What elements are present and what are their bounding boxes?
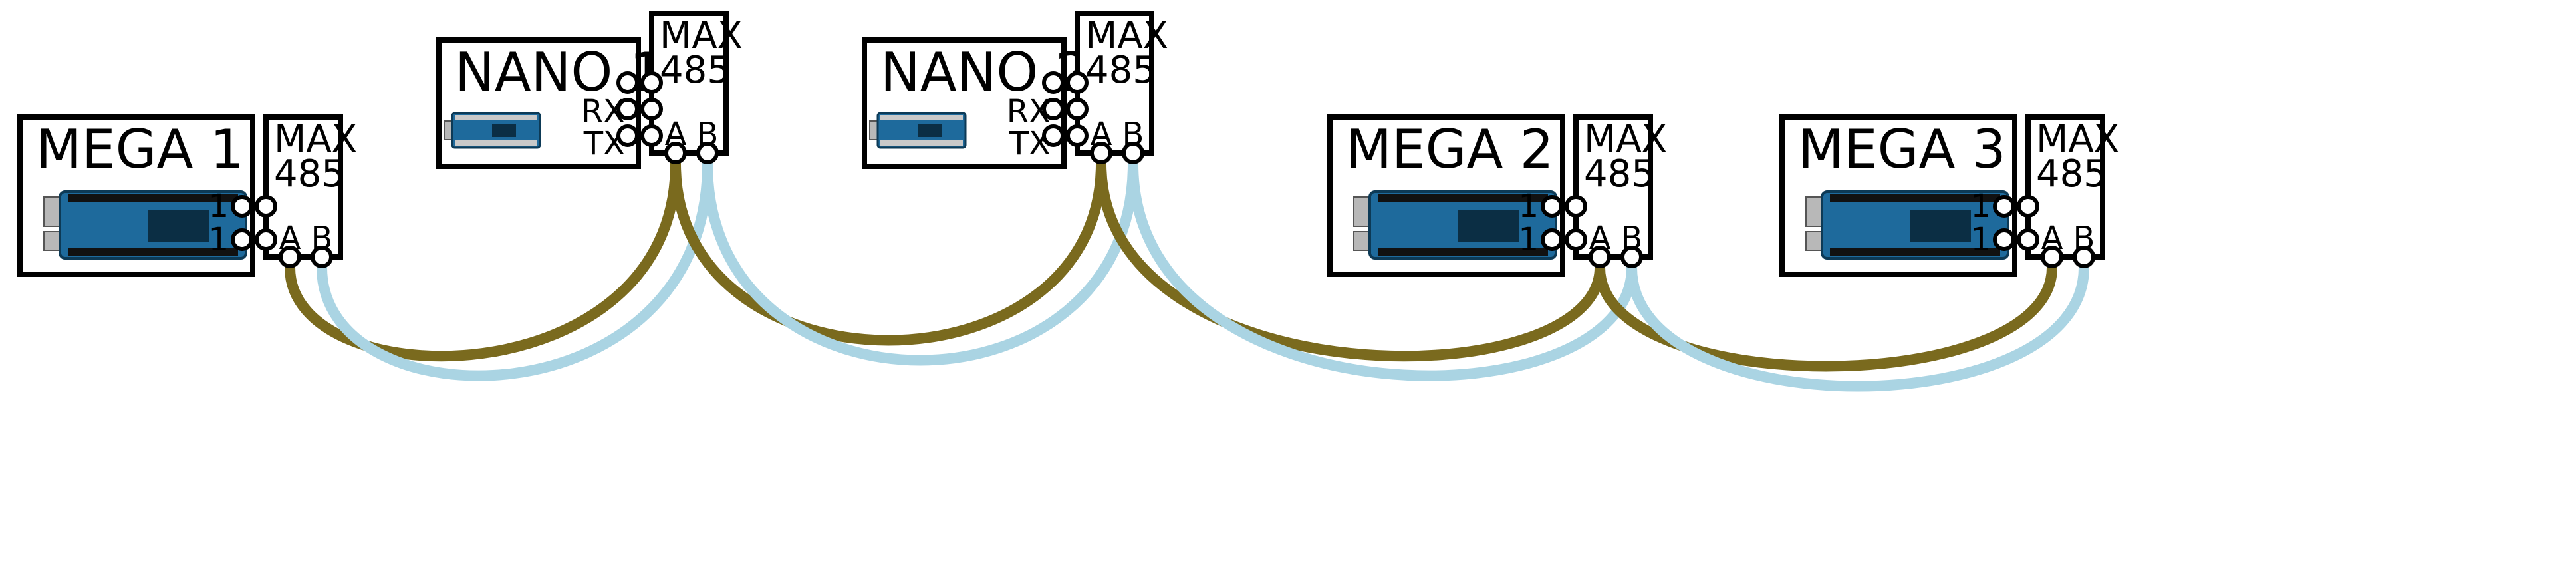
nano2-arduino-port	[1044, 73, 1063, 92]
nano2-arduino-port	[1044, 126, 1063, 145]
nano2-max-left-port	[1068, 100, 1087, 118]
nano1-max-left-port	[642, 126, 661, 145]
mega1-max-left-port	[257, 230, 275, 249]
nano1-arduino-port	[618, 73, 637, 92]
nano2-max-left-port	[1068, 73, 1087, 92]
nano1-arduino-port	[618, 100, 637, 118]
wire-a-nano1-nano2	[676, 164, 1101, 341]
mega3-B-port	[2075, 248, 2093, 266]
nano2-A-port	[1092, 144, 1110, 162]
mega3-max-left-port	[2019, 230, 2037, 249]
nano1-A-port	[666, 144, 685, 162]
mega1-B-port	[313, 248, 331, 266]
mega1-pin-1: 1	[208, 221, 229, 258]
nano1-max-left-port	[642, 73, 661, 92]
nano2-485-label: 485	[1085, 49, 1156, 92]
mega2-max-left-port	[1567, 197, 1585, 216]
mega2-pin-1: 1	[1518, 188, 1539, 225]
node-mega3: MEGA 3MAX48511AB	[1782, 117, 2119, 274]
mega3-pin-1: 1	[1970, 188, 1991, 225]
wire-a-mega2-mega3	[1600, 268, 2052, 367]
mega3-arduino-port	[1995, 197, 2013, 216]
mega3-arduino-port	[1995, 230, 2013, 249]
nano1-B-port	[698, 144, 717, 162]
nano2-arduino-port	[1044, 100, 1063, 118]
nano2-B-port	[1124, 144, 1142, 162]
mega1-485-label: 485	[274, 152, 345, 196]
nano2-max-left-port	[1068, 126, 1087, 145]
node-mega1: MEGA 1MAX48511AB	[20, 117, 357, 274]
mega1-A-port	[281, 248, 299, 266]
mega3-A-port	[2043, 248, 2061, 266]
mega2-max-left-port	[1567, 230, 1585, 249]
mega2-arduino-port	[1543, 197, 1561, 216]
mega1-title: MEGA 1	[36, 118, 244, 180]
nano1-485-label: 485	[660, 49, 731, 92]
mega2-B-port	[1622, 248, 1641, 266]
mega3-pin-1: 1	[1970, 221, 1991, 258]
mega1-max-left-port	[257, 197, 275, 216]
mega2-485-label: 485	[1584, 152, 1655, 196]
mega2-A-port	[1591, 248, 1609, 266]
rs485-topology-diagram: MEGA 1MAX48511ABNANO 1RXTXMAX485ABNANO 2…	[0, 0, 2576, 572]
mega1-arduino-port	[233, 197, 251, 216]
mega3-title: MEGA 3	[1798, 118, 2006, 180]
nano1-arduino-port	[618, 126, 637, 145]
mega3-max-left-port	[2019, 197, 2037, 216]
node-nano2: NANO 2RXTXMAX485AB	[864, 13, 1168, 166]
mega2-pin-1: 1	[1518, 221, 1539, 258]
node-nano1: NANO 1RXTXMAX485AB	[439, 13, 743, 166]
mega1-arduino-port	[233, 230, 251, 249]
mega2-title: MEGA 2	[1346, 118, 1554, 180]
mega2-arduino-port	[1543, 230, 1561, 249]
boxes-layer: MEGA 1MAX48511ABNANO 1RXTXMAX485ABNANO 2…	[20, 13, 2119, 274]
nano1-max-left-port	[642, 100, 661, 118]
node-mega2: MEGA 2MAX48511AB	[1330, 117, 1667, 274]
mega3-485-label: 485	[2036, 152, 2107, 196]
mega1-pin-1: 1	[208, 188, 229, 225]
